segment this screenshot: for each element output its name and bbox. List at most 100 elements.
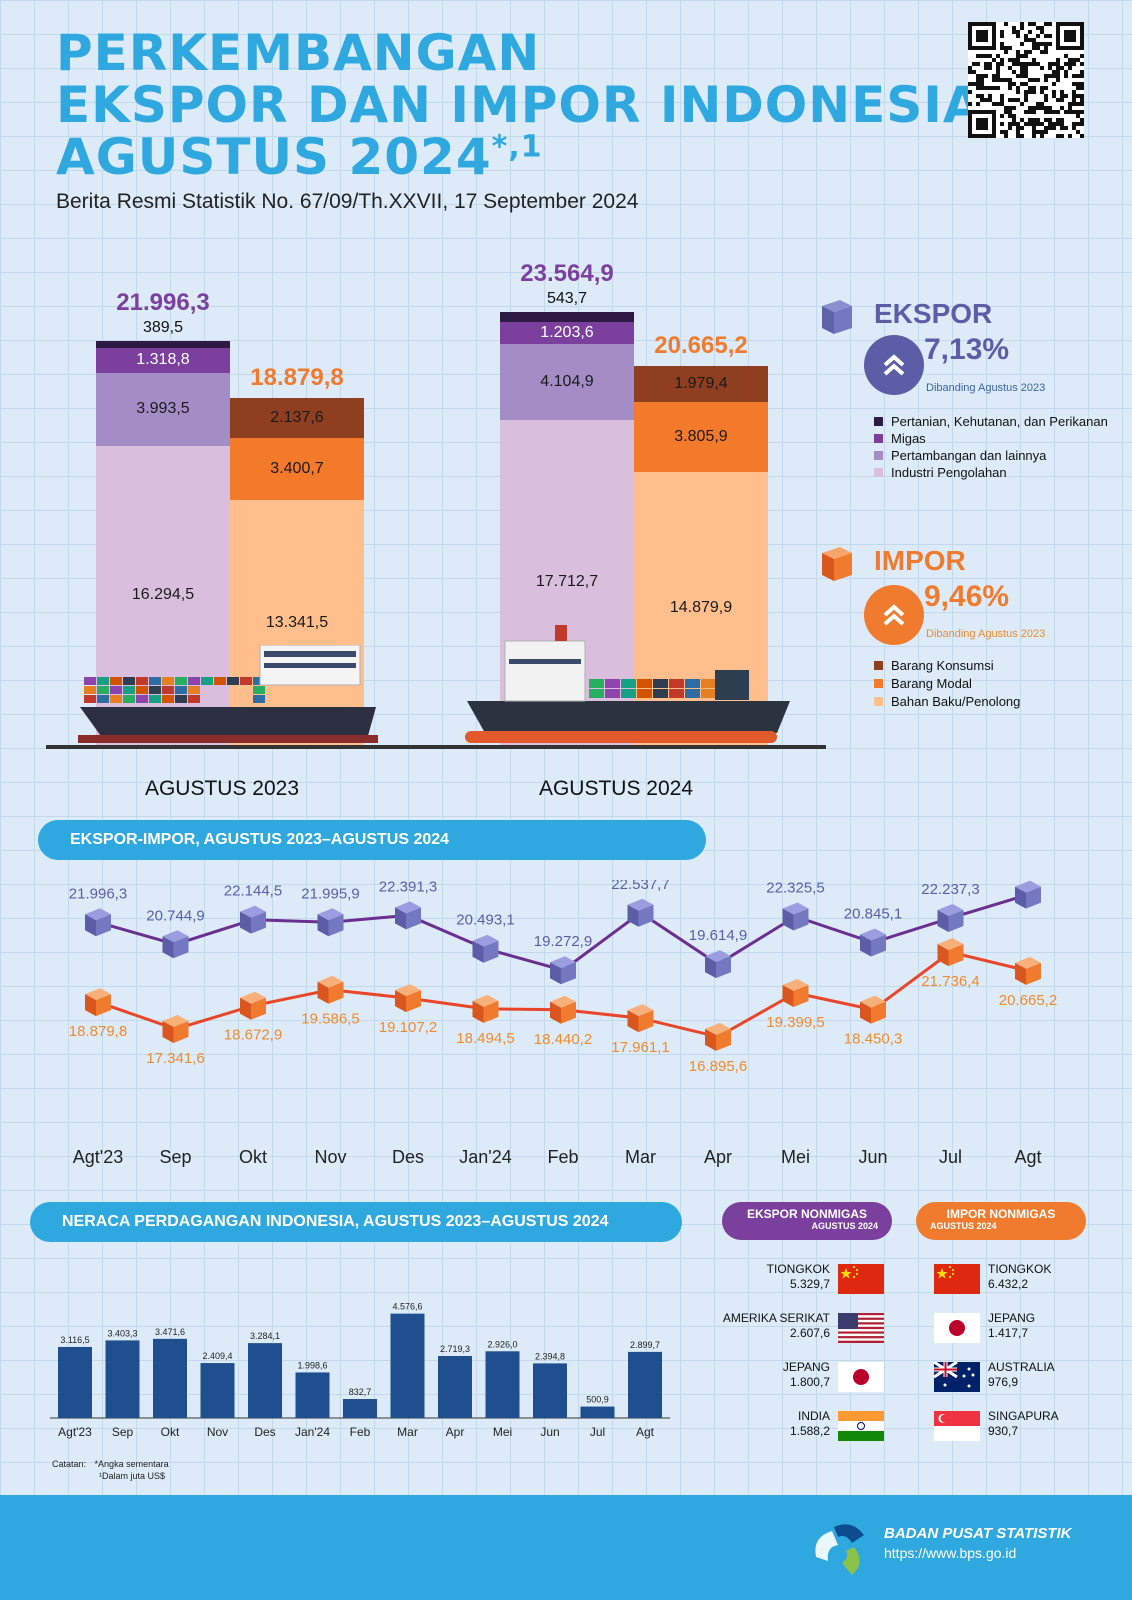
balance-value-label: 3.471,6 bbox=[155, 1327, 185, 1337]
ekspor-partner-value: 1.588,2 bbox=[789, 1424, 830, 1438]
ekspor-legend-item: Pertanian, Kehutanan, dan Perikanan bbox=[874, 414, 1108, 429]
balance-bar bbox=[295, 1372, 330, 1418]
impor-data-label: 19.107,2 bbox=[379, 1019, 437, 1036]
impor-bar-segment: 2.137,6 bbox=[230, 398, 364, 438]
ekspor-point bbox=[860, 928, 886, 957]
trade-balance-bar-chart: 3.116,5 Agt'23 3.403,3 Sep 3.471,6 Okt 2.409,4… bbox=[50, 1302, 670, 1439]
ekspor-partner-name: AMERIKA SERIKAT bbox=[722, 1311, 830, 1325]
balance-x-label: Okt bbox=[161, 1425, 180, 1439]
impor-data-label: 18.440,2 bbox=[534, 1031, 592, 1048]
ekspor-data-label: 22.144,5 bbox=[224, 883, 282, 900]
balance-x-label: Jan'24 bbox=[295, 1425, 330, 1439]
balance-chart-banner: NERACA PERDAGANGAN INDONESIA, AGUSTUS 20… bbox=[30, 1202, 682, 1242]
balance-bar bbox=[628, 1351, 662, 1418]
ekspor-point bbox=[240, 905, 266, 934]
impor-heading: IMPOR bbox=[874, 545, 966, 576]
ekspor-heading: EKSPOR bbox=[874, 298, 993, 329]
bps-logo-icon[interactable] bbox=[808, 1517, 872, 1579]
balance-value-label: 3.116,5 bbox=[60, 1335, 89, 1345]
balance-value-label: 2.409,4 bbox=[202, 1351, 232, 1361]
qr-code-icon[interactable] bbox=[968, 22, 1084, 138]
ekspor-partner-value: 1.800,7 bbox=[789, 1375, 830, 1389]
impor-bar-total: 20.665,2 bbox=[654, 331, 748, 359]
balance-bar bbox=[105, 1340, 140, 1418]
impor-legend-item: Bahan Baku/Penolong bbox=[874, 694, 1020, 709]
impor-partner-value: 1.417,7 bbox=[988, 1326, 1029, 1340]
impor-point bbox=[472, 994, 499, 1023]
balance-x-label: Jun bbox=[540, 1425, 559, 1439]
legend-label: Industri Pengolahan bbox=[891, 465, 1007, 480]
impor-data-label: 17.961,1 bbox=[611, 1039, 669, 1056]
impor-up-arrow-icon bbox=[864, 585, 924, 645]
ground-line bbox=[46, 745, 826, 749]
balance-value-label: 4.576,6 bbox=[392, 1302, 422, 1312]
ekspor-data-label: 19.614,9 bbox=[689, 927, 747, 944]
impor-data-label: 16.895,6 bbox=[689, 1058, 747, 1075]
ekspor-data-label: 21.995,9 bbox=[301, 885, 359, 902]
impor-nonmigas-pill: IMPOR NONMIGAS AGUSTUS 2024 bbox=[916, 1202, 1086, 1240]
ekspor-legend-item: Pertambangan dan lainnya bbox=[874, 448, 1046, 463]
china-flag bbox=[838, 1264, 884, 1294]
cargo-ship-2024-icon bbox=[465, 625, 790, 743]
ekspor-point bbox=[550, 956, 576, 985]
impor-data-label: 21.736,4 bbox=[921, 973, 979, 990]
ekspor-data-label: 22.325,5 bbox=[766, 880, 824, 896]
balance-value-label: 2.394,8 bbox=[535, 1351, 565, 1361]
x-tick-label: Sep bbox=[159, 1147, 191, 1167]
note-units: ¹Dalam juta US$ bbox=[99, 1471, 166, 1481]
title-line-1: PERKEMBANGAN bbox=[56, 24, 541, 82]
impor-point bbox=[782, 979, 809, 1008]
ekspor-partner-name: INDIA bbox=[797, 1409, 830, 1423]
balance-x-label: Mar bbox=[397, 1425, 418, 1439]
period-label-2024: AGUSTUS 2024 bbox=[538, 777, 694, 800]
balance-x-label: Nov bbox=[207, 1425, 228, 1439]
legend-swatch bbox=[874, 468, 883, 477]
balance-bar bbox=[58, 1346, 92, 1418]
impor-point bbox=[1015, 956, 1041, 985]
ekspor-legend-item: Migas bbox=[874, 431, 926, 446]
ekspor-change: 7,13% bbox=[924, 333, 1010, 366]
balance-x-label: Des bbox=[254, 1425, 275, 1439]
china-flag bbox=[934, 1264, 980, 1294]
subtitle: Berita Resmi Statistik No. 67/09/Th.XXVI… bbox=[56, 190, 639, 213]
singapore-flag bbox=[934, 1411, 980, 1441]
impor-nonmigas-title: IMPOR NONMIGAS bbox=[946, 1207, 1056, 1221]
balance-x-label: Jul bbox=[590, 1425, 605, 1439]
x-tick-label: Des bbox=[392, 1147, 424, 1167]
ekspor-bar-total: 23.564,9 bbox=[520, 260, 614, 288]
balance-x-label: Mei bbox=[493, 1425, 512, 1439]
x-tick-label: Jun bbox=[858, 1147, 887, 1167]
ekspor-point bbox=[472, 934, 499, 963]
x-tick-label: Jan'24 bbox=[459, 1147, 511, 1167]
ekspor-partner-value: 5.329,7 bbox=[789, 1277, 830, 1291]
double-chevron-up-icon bbox=[883, 604, 905, 626]
impor-legend-item: Barang Konsumsi bbox=[874, 658, 994, 673]
notes: Catatan: *Angka sementara ¹Dalam juta US… bbox=[52, 1458, 169, 1482]
india-flag bbox=[838, 1411, 884, 1441]
legend-label: Migas bbox=[891, 431, 926, 446]
balance-value-label: 832,7 bbox=[349, 1387, 372, 1397]
legend-swatch bbox=[874, 697, 883, 706]
legend-label: Pertanian, Kehutanan, dan Perikanan bbox=[891, 414, 1108, 429]
impor-bar-segment: 3.400,7 bbox=[230, 437, 364, 501]
x-tick-label: Jul bbox=[939, 1147, 962, 1167]
impor-point bbox=[627, 1004, 654, 1033]
legend-swatch bbox=[874, 679, 883, 688]
balance-x-label: Sep bbox=[112, 1425, 134, 1439]
footer-org: BADAN PUSAT STATISTIK bbox=[884, 1525, 1072, 1542]
impor-bar-segment: 3.805,9 bbox=[634, 401, 768, 472]
impor-point bbox=[85, 988, 111, 1017]
impor-point bbox=[240, 991, 266, 1020]
balance-bar bbox=[438, 1356, 472, 1418]
ekspor-bar-segment bbox=[500, 312, 634, 323]
x-tick-label: Mar bbox=[625, 1147, 656, 1167]
balance-value-label: 500,9 bbox=[586, 1395, 609, 1405]
cargo-ship-2023-icon bbox=[78, 645, 378, 743]
balance-bar bbox=[200, 1363, 235, 1418]
ekspor-point bbox=[1015, 880, 1041, 909]
ekspor-point bbox=[705, 950, 731, 979]
ekspor-bar-segment bbox=[96, 341, 230, 349]
legend-swatch bbox=[874, 661, 883, 670]
notes-label: Catatan: bbox=[52, 1459, 87, 1469]
footer-url[interactable]: https://www.bps.go.id bbox=[884, 1545, 1017, 1561]
